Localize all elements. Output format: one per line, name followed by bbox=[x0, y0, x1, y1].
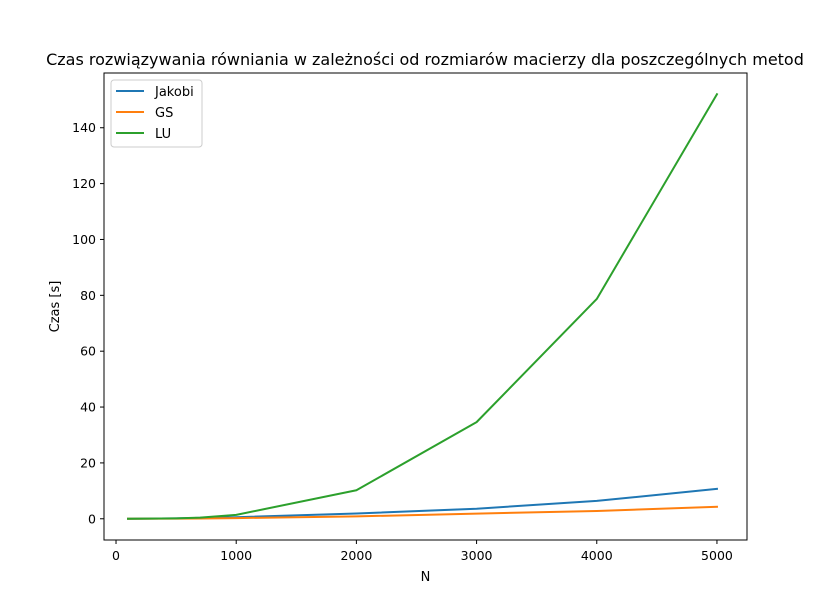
legend-label-jakobi: Jakobi bbox=[154, 85, 194, 100]
x-tick-label: 2000 bbox=[340, 548, 372, 563]
legend: Jakobi GS LU bbox=[110, 79, 203, 148]
y-tick-label: 60 bbox=[80, 344, 96, 359]
series-line-lu bbox=[127, 92, 719, 520]
legend-label-lu: LU bbox=[155, 127, 171, 142]
legend-box bbox=[110, 79, 203, 148]
plot-frame bbox=[103, 72, 748, 541]
x-tick-label: 0 bbox=[112, 548, 120, 563]
x-tick-label: 1000 bbox=[220, 548, 252, 563]
x-axis-ticks: 0 1000 2000 3000 4000 5000 bbox=[112, 540, 733, 563]
y-axis-label: Czas [s] bbox=[48, 281, 63, 333]
y-tick-label: 80 bbox=[80, 288, 96, 303]
y-tick-label: 140 bbox=[72, 120, 96, 135]
x-tick-label: 5000 bbox=[701, 548, 733, 563]
y-tick-label: 120 bbox=[72, 176, 96, 191]
y-axis-ticks: 0 20 40 60 80 100 120 140 bbox=[72, 120, 104, 526]
x-tick-label: 3000 bbox=[461, 548, 493, 563]
x-axis-label: N bbox=[421, 570, 431, 585]
legend-label-gs: GS bbox=[155, 106, 173, 121]
series-layer bbox=[127, 92, 719, 520]
chart-title: Czas rozwiązywania równiania w zależnośc… bbox=[46, 50, 804, 69]
y-tick-label: 40 bbox=[80, 400, 96, 415]
y-tick-label: 100 bbox=[72, 232, 96, 247]
plot-area bbox=[104, 73, 747, 540]
x-tick-label: 4000 bbox=[581, 548, 613, 563]
y-tick-label: 0 bbox=[88, 511, 96, 526]
y-tick-label: 20 bbox=[80, 455, 96, 470]
